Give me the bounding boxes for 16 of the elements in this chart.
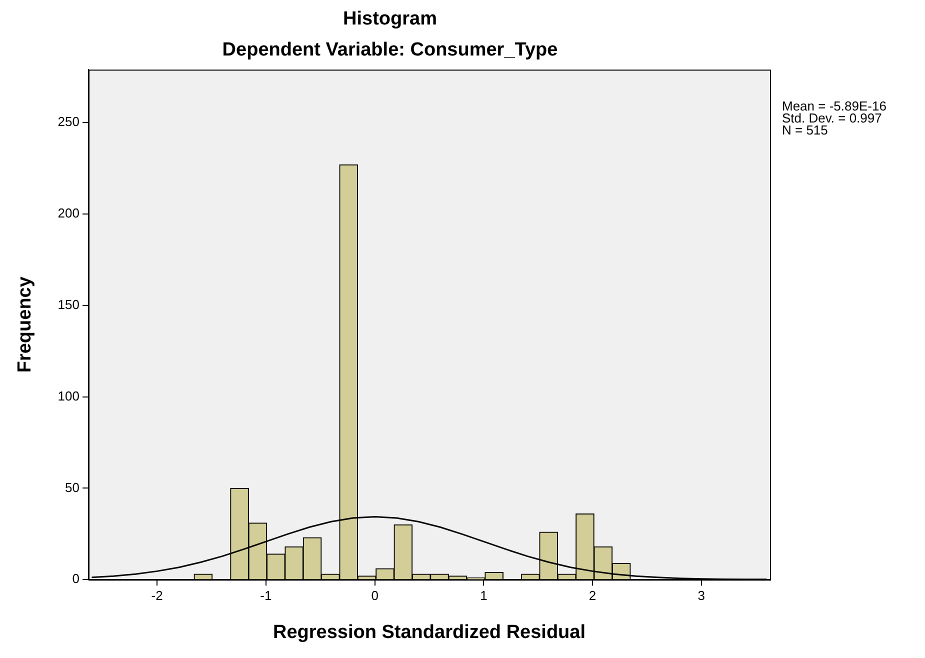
chart-title: Histogram bbox=[343, 8, 437, 30]
y-tick-label: 200 bbox=[58, 206, 80, 221]
x-tick-label: -2 bbox=[151, 588, 163, 603]
x-tick-label: 0 bbox=[371, 588, 378, 603]
x-tick-label: 2 bbox=[588, 588, 596, 603]
x-tick-label: -1 bbox=[260, 588, 272, 603]
x-axis-title: Regression Standardized Residual bbox=[272, 622, 586, 643]
y-tick-label: 150 bbox=[58, 296, 80, 312]
y-tick-label: 50 bbox=[65, 480, 80, 495]
x-tick-label: 3 bbox=[698, 588, 706, 603]
x-tick-label: 1 bbox=[480, 588, 488, 603]
y-tick-label: 250 bbox=[58, 114, 80, 130]
chart-subtitle: Dependent Variable: Consumer_Type bbox=[222, 39, 558, 60]
y-tick-label: 100 bbox=[58, 388, 80, 404]
y-axis-title: Frequency bbox=[14, 276, 36, 373]
y-tick-label: 0 bbox=[72, 571, 80, 586]
